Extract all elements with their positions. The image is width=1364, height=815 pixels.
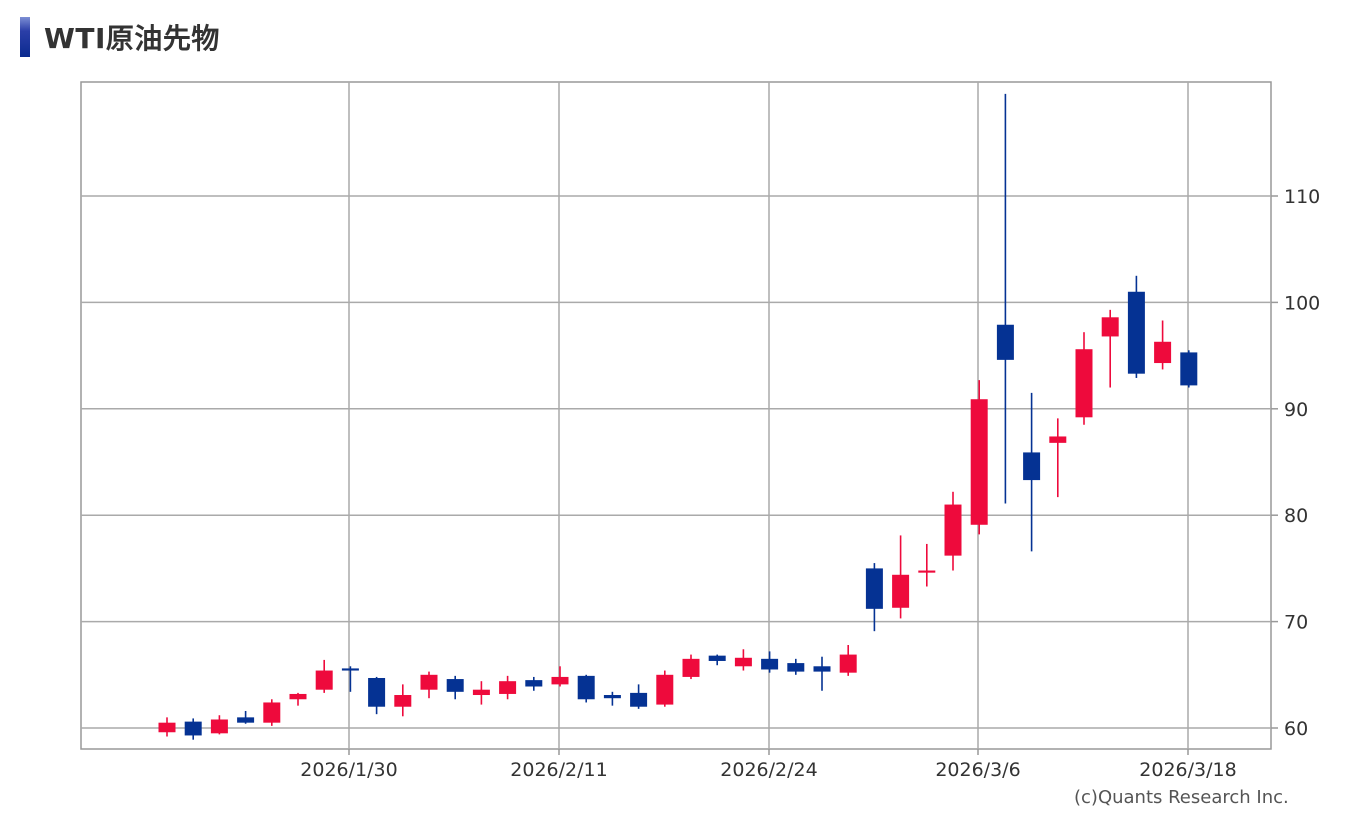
y-tick-label: 70 xyxy=(1284,612,1308,634)
chart-title: WTI原油先物 xyxy=(44,22,220,55)
candle-body-down xyxy=(603,695,621,699)
candle-body-up xyxy=(1049,436,1067,443)
candle-body-up xyxy=(158,722,176,733)
candle-body-up xyxy=(210,719,228,734)
candle-body-up xyxy=(289,693,307,700)
candle-body-up xyxy=(472,689,490,696)
candle-body-up xyxy=(499,681,517,694)
chart-header: WTI原油先物 xyxy=(20,16,220,58)
candle-body-up xyxy=(682,658,700,677)
candle-body-up xyxy=(970,399,988,525)
candle-body-up xyxy=(892,574,910,608)
x-tick-label: 2026/2/24 xyxy=(720,759,817,781)
candle-body-down xyxy=(996,324,1014,360)
y-tick-label: 80 xyxy=(1284,505,1308,527)
candle-body-down xyxy=(446,679,464,692)
candle-body-down xyxy=(237,717,255,723)
candle-body-up xyxy=(918,570,936,573)
candle-body-down xyxy=(865,568,883,609)
candle-body-down xyxy=(708,655,726,661)
candle-body-up xyxy=(944,504,962,556)
y-tick-label: 60 xyxy=(1284,718,1308,740)
candle-body-down xyxy=(787,663,805,672)
title-accent-bar xyxy=(20,17,30,57)
candle-body-up xyxy=(551,676,569,685)
plot-area-frame xyxy=(80,81,1272,750)
candle-body-up xyxy=(734,657,752,667)
candle-body-down xyxy=(1127,291,1145,374)
candle-body-up xyxy=(263,702,281,723)
x-tick-label: 2026/1/30 xyxy=(300,759,397,781)
candle-body-down xyxy=(184,721,202,736)
x-tick-label: 2026/3/18 xyxy=(1139,759,1236,781)
candle-body-up xyxy=(420,674,438,690)
y-tick-label: 110 xyxy=(1284,186,1320,208)
candle-body-up xyxy=(656,674,674,705)
x-tick-label: 2026/2/11 xyxy=(510,759,607,781)
candle-body-down xyxy=(1180,352,1198,386)
y-tick-label: 100 xyxy=(1284,292,1320,314)
candle-body-up xyxy=(1101,317,1119,337)
copyright-credit: (c)Quants Research Inc. xyxy=(1074,787,1289,808)
candle-body-up xyxy=(394,695,412,707)
y-tick-label: 90 xyxy=(1284,399,1308,421)
candle-body-down xyxy=(813,666,831,672)
candle-body-up xyxy=(839,654,857,673)
candle-body-down xyxy=(525,680,543,687)
candle-body-down xyxy=(1023,452,1041,481)
candle-body-down xyxy=(577,675,595,700)
candle-body-up xyxy=(315,670,333,690)
candle-body-up xyxy=(1075,349,1093,418)
candle-body-down xyxy=(368,677,386,707)
candle-body-down xyxy=(630,692,648,707)
x-tick-label: 2026/3/6 xyxy=(935,759,1020,781)
candle-body-down xyxy=(761,658,779,670)
candle-body-up xyxy=(1154,341,1172,364)
candle-body-down xyxy=(341,668,359,671)
